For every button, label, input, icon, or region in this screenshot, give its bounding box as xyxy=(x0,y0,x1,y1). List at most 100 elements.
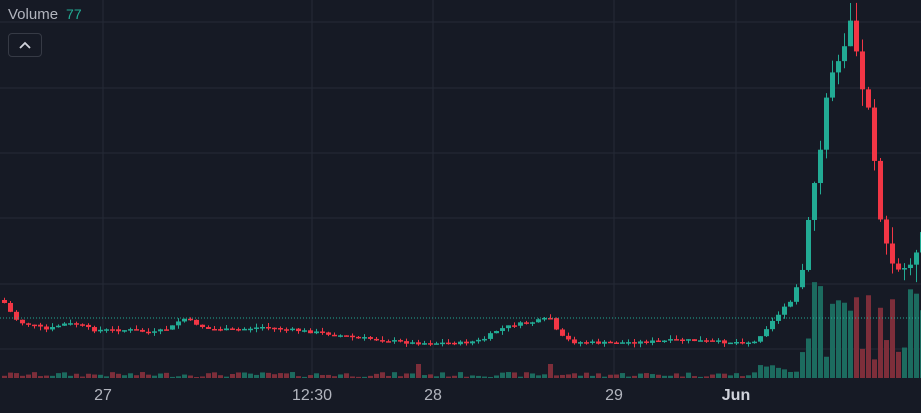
volume-bar xyxy=(830,303,835,378)
volume-bar xyxy=(704,376,709,378)
volume-bar xyxy=(758,365,763,378)
candle-body xyxy=(878,160,883,220)
volume-bar xyxy=(452,375,457,378)
candle-body xyxy=(140,329,145,332)
volume-bar xyxy=(818,286,823,378)
volume-bar xyxy=(278,373,283,378)
candle-body xyxy=(272,327,277,330)
volume-bar xyxy=(566,374,571,378)
volume-bar xyxy=(884,340,889,378)
volume-bar xyxy=(56,373,61,378)
volume-bar xyxy=(500,372,505,378)
volume-bar xyxy=(764,366,769,378)
candle-body xyxy=(854,20,859,52)
volume-bar xyxy=(506,372,511,378)
candle-body xyxy=(302,330,307,332)
candle-body xyxy=(176,321,181,326)
candle-body xyxy=(104,329,109,331)
volume-bar xyxy=(848,310,853,378)
volume-bar xyxy=(152,375,157,378)
volume-bar xyxy=(422,375,427,378)
candle-body xyxy=(536,319,541,323)
volume-bar xyxy=(578,375,583,378)
volume-bar xyxy=(356,376,361,378)
candle-body xyxy=(332,334,337,337)
volume-bar xyxy=(890,299,895,378)
candle-body xyxy=(602,341,607,344)
volume-bar xyxy=(68,375,73,378)
volume-bar xyxy=(260,372,265,378)
candle-body xyxy=(608,341,613,344)
candle-body xyxy=(26,323,31,325)
candle-body xyxy=(122,330,127,332)
candle-body xyxy=(710,340,715,342)
candle-body xyxy=(32,324,37,327)
candle-body xyxy=(338,335,343,337)
volume-bar xyxy=(770,365,775,378)
candle-body xyxy=(470,341,475,344)
volume-bar xyxy=(482,376,487,378)
candle-body xyxy=(200,324,205,328)
candle-body xyxy=(560,329,565,336)
candle-body xyxy=(836,61,841,73)
volume-bar xyxy=(902,347,907,378)
volume-bar xyxy=(62,372,67,378)
volume-bar xyxy=(494,375,499,378)
candle-body xyxy=(824,97,829,150)
volume-bar xyxy=(650,374,655,378)
volume-bar xyxy=(524,372,529,378)
collapse-legend-button[interactable] xyxy=(8,33,42,57)
candle-body xyxy=(584,342,589,344)
candle-body xyxy=(686,339,691,341)
candle-body xyxy=(902,268,907,270)
candle-body xyxy=(68,323,73,325)
candle-body xyxy=(434,343,439,345)
candle-body xyxy=(506,325,511,329)
volume-bar xyxy=(20,375,25,378)
candle-body xyxy=(230,328,235,330)
volume-bar xyxy=(416,364,421,378)
candle-body xyxy=(416,342,421,345)
volume-bar xyxy=(680,376,685,378)
volume-bar xyxy=(338,374,343,378)
candle-body xyxy=(812,183,817,220)
volume-bar xyxy=(302,376,307,378)
volume-bar xyxy=(212,372,217,378)
volume-bar xyxy=(842,302,847,378)
candle-body xyxy=(896,263,901,270)
volume-bar xyxy=(380,372,385,378)
volume-bar xyxy=(698,376,703,378)
candle-body xyxy=(800,269,805,288)
candle-body xyxy=(668,339,673,341)
volume-bar xyxy=(332,376,337,378)
volume-bar xyxy=(392,372,397,378)
volume-bar xyxy=(74,373,79,378)
volume-bar xyxy=(584,372,589,378)
volume-bar xyxy=(476,375,481,378)
volume-bar xyxy=(350,376,355,378)
volume-bar xyxy=(746,375,751,378)
candle-body xyxy=(722,340,727,344)
volume-bar xyxy=(896,351,901,378)
volume-bar xyxy=(464,376,469,378)
candle-body xyxy=(404,341,409,344)
volume-bar xyxy=(86,373,91,378)
candle-body xyxy=(866,89,871,108)
candle-body xyxy=(62,323,67,326)
candle-body xyxy=(620,342,625,344)
candle-body xyxy=(782,306,787,315)
volume-bar xyxy=(404,373,409,378)
candle-body xyxy=(674,339,679,341)
candle-body xyxy=(92,327,97,332)
candle-body xyxy=(524,322,529,324)
candle-body xyxy=(482,338,487,341)
volume-bar xyxy=(224,376,229,378)
volume-bar xyxy=(590,375,595,378)
chart-grid xyxy=(0,0,921,378)
candle-body xyxy=(692,339,697,342)
volume-bar xyxy=(554,375,559,378)
candle-body xyxy=(632,342,637,344)
candle-body xyxy=(266,326,271,329)
candle-body xyxy=(662,340,667,343)
